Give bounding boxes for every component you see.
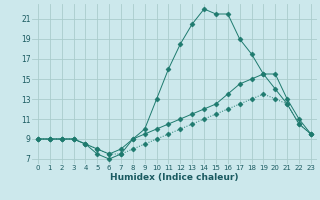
- X-axis label: Humidex (Indice chaleur): Humidex (Indice chaleur): [110, 173, 239, 182]
